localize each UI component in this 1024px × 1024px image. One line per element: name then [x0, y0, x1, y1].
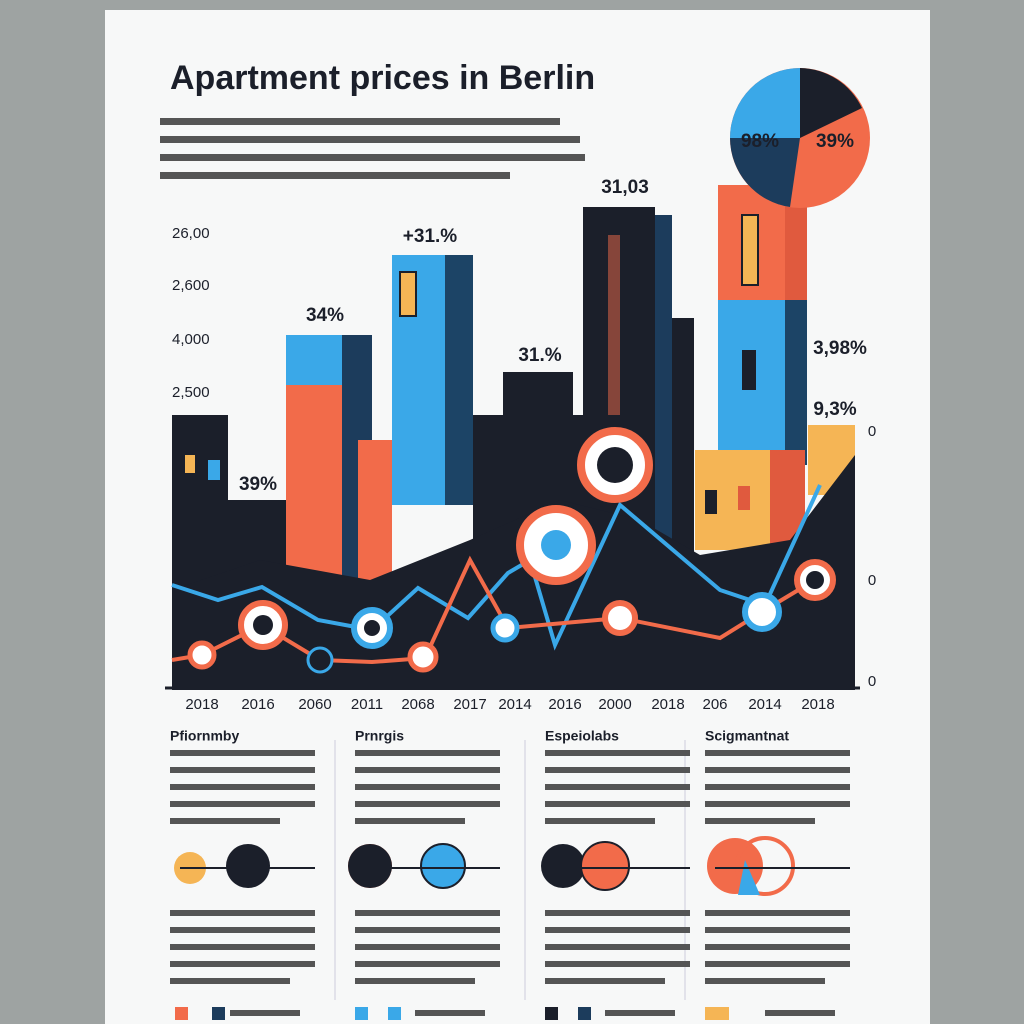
x-label: 206: [702, 696, 727, 713]
text-line: [170, 978, 290, 984]
text-line: [355, 927, 500, 933]
annotation: +31.%: [403, 226, 458, 247]
annotation: 34%: [306, 305, 344, 326]
section-heading: Scigmantnat: [705, 728, 789, 744]
title: Apartment prices in Berlin: [170, 59, 595, 97]
text-line: [355, 961, 500, 967]
y-label: 2,500: [172, 384, 210, 401]
annotation: 31.%: [518, 345, 561, 366]
x-label: 2014: [498, 696, 531, 713]
text-line: [545, 750, 690, 756]
text-line: [705, 944, 850, 950]
text-line: [545, 767, 690, 773]
text-line: [705, 784, 850, 790]
text-line: [170, 801, 315, 807]
text-line: [705, 818, 815, 824]
text-line: [355, 818, 465, 824]
text-line: [170, 944, 315, 950]
x-label: 2018: [801, 696, 834, 713]
text-line: [355, 784, 500, 790]
text-line: [705, 801, 850, 807]
text-line: [355, 801, 500, 807]
x-label: 2018: [651, 696, 684, 713]
text-line: [170, 767, 315, 773]
text-line: [705, 767, 850, 773]
text-line: [545, 784, 690, 790]
pie-label: 98%: [741, 131, 779, 152]
intro-text: [160, 118, 585, 179]
y-label: 26,00: [172, 225, 210, 242]
text-line: [705, 978, 825, 984]
right-label: 0: [868, 423, 876, 440]
text-line: [160, 154, 585, 161]
x-label: 2011: [351, 696, 383, 713]
x-label: 2068: [401, 696, 434, 713]
x-label: 2017: [453, 696, 486, 713]
legend-text: [605, 1010, 675, 1016]
section-heading: Pfiornmby: [170, 728, 239, 744]
text-line: [355, 978, 475, 984]
x-label: 2014: [748, 696, 781, 713]
annotation: 39%: [239, 474, 277, 495]
text-line: [545, 910, 690, 916]
x-label: 2018: [185, 696, 218, 713]
text-line: [545, 801, 690, 807]
text-line: [355, 944, 500, 950]
text-line: [705, 750, 850, 756]
text-line: [160, 118, 560, 125]
right-label: 0: [868, 572, 876, 589]
text-line: [170, 818, 280, 824]
text-line: [160, 172, 510, 179]
text-line: [705, 961, 850, 967]
section-heading: Espeiolabs: [545, 728, 619, 744]
y-label: 2,600: [172, 277, 210, 294]
text-line: [545, 944, 690, 950]
right-label: 0: [868, 673, 876, 690]
text-line: [170, 784, 315, 790]
annotation: 3,98%: [813, 338, 867, 359]
text-line: [545, 978, 665, 984]
text-line: [545, 961, 690, 967]
text-line: [545, 818, 655, 824]
annotation: 9,3%: [813, 399, 856, 420]
sections: [174, 740, 795, 1020]
text-line: [170, 961, 315, 967]
annotation: 31,03: [601, 177, 649, 198]
text-line: [355, 910, 500, 916]
x-label: 2000: [598, 696, 631, 713]
text-line: [160, 136, 580, 143]
x-label: 2060: [298, 696, 331, 713]
text-line: [705, 910, 850, 916]
pie-label: 39%: [816, 131, 854, 152]
text-line: [705, 927, 850, 933]
pie: [730, 68, 870, 208]
legend-text: [765, 1010, 835, 1016]
text-line: [355, 767, 500, 773]
legend-text: [230, 1010, 300, 1016]
x-label: 2016: [548, 696, 581, 713]
legend-text: [415, 1010, 485, 1016]
text-line: [170, 910, 315, 916]
markers: [187, 427, 836, 674]
text-line: [170, 750, 315, 756]
text-line: [545, 927, 690, 933]
x-label: 2016: [241, 696, 274, 713]
y-label: 4,000: [172, 331, 210, 348]
text-line: [355, 750, 500, 756]
text-line: [170, 927, 315, 933]
section-heading: Prnrgis: [355, 728, 404, 744]
